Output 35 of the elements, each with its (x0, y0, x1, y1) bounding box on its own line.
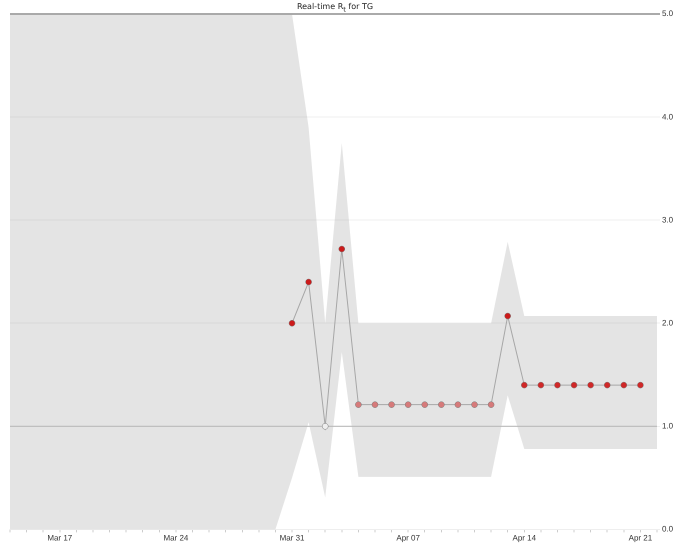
chart-title: Real-time R$_{t}$ for TG (296, 1, 374, 14)
x-tick-label: Mar 17 (47, 533, 73, 542)
point (288, 320, 296, 326)
point (388, 401, 395, 408)
point (604, 382, 610, 388)
point (488, 401, 494, 408)
point (322, 423, 328, 430)
point (521, 382, 528, 388)
x-tick-label: Apr 07 (396, 533, 420, 542)
point (355, 401, 362, 408)
y-tick-label: 5.0 (662, 9, 674, 18)
point (421, 401, 428, 408)
x-tick-label: Mar 24 (163, 533, 189, 542)
y-tick-label: 4.0 (662, 112, 674, 122)
y-tick-label: 0.0 (662, 524, 674, 534)
point (338, 246, 346, 252)
point (570, 382, 578, 388)
x-tick-label: Apr 21 (628, 533, 653, 542)
x-tick-label: Apr 14 (512, 533, 537, 542)
point (471, 401, 478, 408)
y-tick-label: 2.0 (662, 318, 674, 328)
point (538, 382, 544, 388)
point (620, 382, 628, 388)
point (504, 312, 511, 320)
point (637, 382, 644, 388)
point (554, 382, 561, 388)
y-tick-label: 3.0 (662, 215, 674, 224)
point (305, 278, 312, 286)
point (438, 401, 445, 408)
point (454, 401, 462, 408)
point (372, 401, 378, 408)
y-tick-label: 1.0 (662, 422, 674, 431)
x-tick-label: Mar 31 (280, 533, 306, 542)
point (404, 401, 412, 408)
point (587, 382, 594, 388)
